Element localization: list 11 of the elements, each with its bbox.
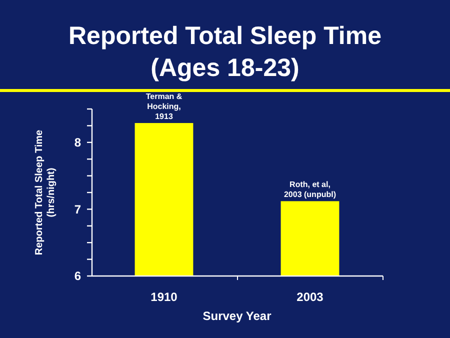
x-axis-title: Survey Year bbox=[202, 309, 272, 323]
x-tick-label: 2003 bbox=[296, 290, 324, 304]
y-tick-label: 6 bbox=[74, 269, 82, 284]
y-tick-label: 7 bbox=[74, 202, 82, 216]
y-tick-label: 8 bbox=[74, 136, 82, 150]
x-tick-label: 1910 bbox=[150, 290, 178, 304]
annotation: Terman & Hocking, 1913 bbox=[146, 92, 182, 122]
chart-subtitle: (Ages 18-23) bbox=[150, 54, 300, 82]
chart-title: Reported Total Sleep Time bbox=[68, 22, 382, 50]
y-axis-title: Reported Total Sleep Time (hrs/night) bbox=[34, 129, 57, 256]
annotation: Roth, et al, 2003 (unpubl) bbox=[284, 180, 336, 200]
